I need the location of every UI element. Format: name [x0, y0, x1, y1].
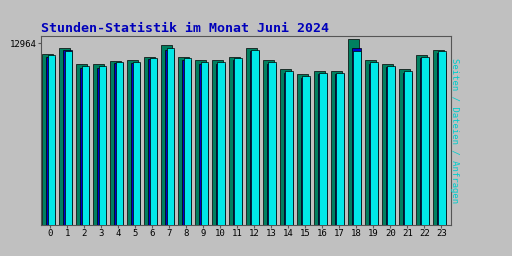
Bar: [79, 68, 89, 225]
Bar: [284, 73, 293, 225]
Bar: [319, 73, 327, 225]
Bar: [179, 57, 189, 225]
Bar: [437, 53, 446, 225]
Bar: [438, 51, 446, 225]
Bar: [419, 58, 429, 225]
Bar: [131, 62, 140, 225]
Bar: [297, 74, 308, 225]
Bar: [421, 57, 430, 225]
Bar: [251, 50, 260, 225]
Bar: [286, 71, 293, 225]
Bar: [249, 51, 259, 225]
Bar: [42, 54, 53, 225]
Bar: [59, 48, 70, 225]
Bar: [218, 62, 225, 225]
Bar: [281, 69, 291, 225]
Bar: [402, 73, 412, 225]
Bar: [314, 71, 325, 225]
Bar: [331, 71, 342, 225]
Bar: [46, 57, 55, 225]
Bar: [268, 62, 276, 225]
Bar: [366, 60, 376, 225]
Y-axis label: Seiten / Dateien / Anfragen: Seiten / Dateien / Anfragen: [450, 58, 459, 203]
Bar: [399, 69, 410, 225]
Bar: [161, 45, 173, 225]
Bar: [98, 66, 106, 225]
Bar: [76, 64, 88, 225]
Bar: [147, 59, 157, 225]
Bar: [196, 60, 206, 225]
Bar: [433, 50, 444, 225]
Bar: [65, 51, 73, 225]
Bar: [267, 64, 276, 225]
Bar: [317, 74, 327, 225]
Bar: [81, 66, 90, 225]
Bar: [369, 64, 378, 225]
Bar: [264, 60, 274, 225]
Bar: [216, 64, 225, 225]
Bar: [404, 71, 412, 225]
Bar: [416, 55, 427, 225]
Bar: [150, 58, 158, 225]
Bar: [133, 62, 140, 225]
Bar: [94, 64, 104, 225]
Bar: [116, 62, 123, 225]
Bar: [201, 62, 208, 225]
Bar: [352, 48, 361, 225]
Bar: [199, 64, 208, 225]
Bar: [144, 57, 155, 225]
Bar: [353, 51, 361, 225]
Bar: [382, 64, 393, 225]
Bar: [62, 50, 72, 225]
Bar: [388, 66, 395, 225]
Bar: [164, 50, 174, 225]
Bar: [183, 58, 191, 225]
Bar: [114, 62, 123, 225]
Bar: [166, 48, 175, 225]
Bar: [229, 57, 240, 225]
Bar: [212, 60, 223, 225]
Bar: [48, 55, 55, 225]
Bar: [111, 61, 121, 225]
Bar: [301, 78, 310, 225]
Bar: [386, 67, 395, 225]
Bar: [246, 48, 257, 225]
Bar: [336, 73, 345, 225]
Bar: [371, 62, 378, 225]
Text: Stunden-Statistik im Monat Juni 2024: Stunden-Statistik im Monat Juni 2024: [41, 22, 329, 35]
Bar: [234, 58, 243, 225]
Bar: [127, 60, 138, 225]
Bar: [232, 60, 242, 225]
Bar: [182, 60, 191, 225]
Bar: [348, 39, 359, 225]
Bar: [303, 76, 310, 225]
Bar: [97, 68, 106, 225]
Bar: [334, 74, 344, 225]
